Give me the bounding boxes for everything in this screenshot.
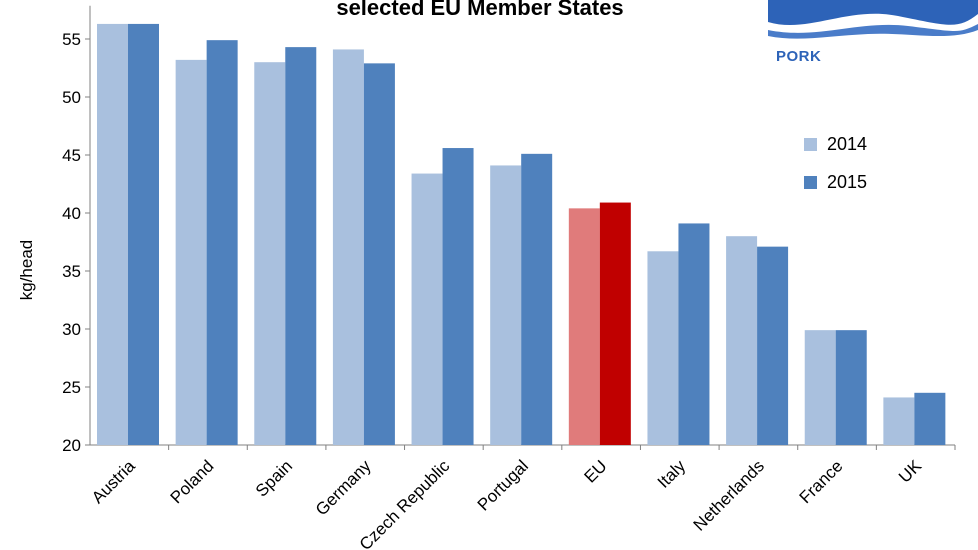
x-tick-label: Italy [654, 456, 690, 492]
bar-portugal-2014 [490, 165, 522, 445]
x-tick-label: France [796, 456, 847, 507]
x-tick-label: Portugal [474, 456, 532, 514]
bar-czech-republic-2014 [411, 173, 443, 445]
y-tick-label: 30 [62, 320, 81, 339]
y-tick-label: 40 [62, 204, 81, 223]
bar-uk-2014 [883, 397, 915, 445]
x-tick-label: EU [581, 456, 611, 486]
ahdb-logo [768, 0, 978, 39]
bar-austria-2015 [128, 23, 159, 445]
bar-germany-2014 [332, 49, 364, 445]
legend-swatch-2014 [804, 137, 817, 151]
bar-italy-2014 [647, 251, 679, 445]
bar-poland-2015 [206, 40, 238, 445]
y-tick-label: 50 [62, 88, 81, 107]
y-tick-label: 20 [62, 436, 81, 455]
legend-item-2015: 2015 [804, 163, 867, 201]
x-tick-label: Austria [88, 456, 139, 507]
y-tick-label: 45 [62, 146, 81, 165]
x-tick-label: Poland [167, 456, 218, 507]
x-tick-label: UK [895, 456, 926, 487]
bar-poland-2014 [175, 59, 207, 445]
chart-title: selected EU Member States [336, 0, 624, 20]
bar-austria-2014 [97, 23, 128, 445]
legend-label-2014: 2014 [827, 133, 868, 154]
bar-italy-2015 [678, 223, 710, 445]
x-tick-label: Germany [312, 456, 375, 519]
bar-eu-2014 [568, 208, 600, 445]
bar-spain-2014 [254, 62, 286, 445]
legend-item-2014: 2014 [804, 125, 867, 163]
bar-france-2014 [804, 330, 836, 445]
bar-germany-2015 [363, 63, 395, 446]
x-tick-label: Spain [252, 456, 296, 500]
y-tick-label: 55 [62, 30, 81, 49]
bar-spain-2015 [285, 47, 317, 446]
x-tick-label: Netherlands [690, 456, 768, 534]
y-tick-label: 35 [62, 262, 81, 281]
bar-netherlands-2015 [757, 246, 789, 445]
legend-label-2015: 2015 [827, 171, 868, 192]
bar-netherlands-2014 [726, 236, 758, 445]
logo-section-label: PORK [776, 48, 822, 65]
bar-portugal-2015 [521, 153, 553, 445]
bar-eu-2015 [599, 202, 631, 445]
legend: 2014 2015 [804, 125, 867, 201]
bar-czech-republic-2015 [442, 148, 474, 446]
bar-uk-2015 [914, 392, 946, 445]
y-tick-label: 25 [62, 378, 81, 397]
legend-swatch-2015 [804, 175, 817, 189]
bar-france-2015 [835, 330, 867, 445]
